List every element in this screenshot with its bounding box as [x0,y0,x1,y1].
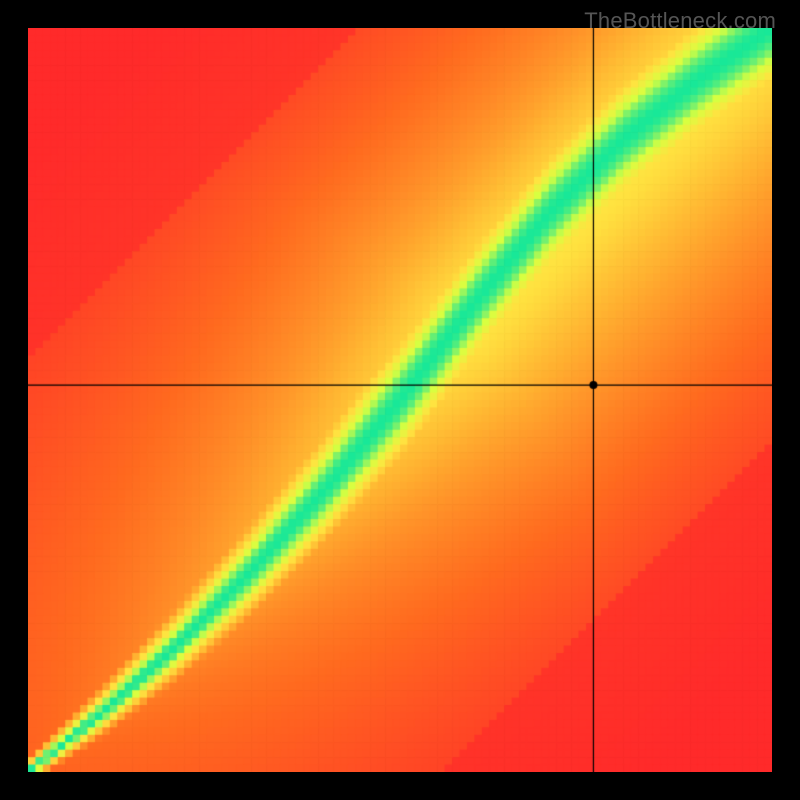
chart-container: TheBottleneck.com [0,0,800,800]
heatmap-plot [28,28,772,772]
source-watermark: TheBottleneck.com [584,8,776,34]
heatmap-canvas [28,28,772,772]
